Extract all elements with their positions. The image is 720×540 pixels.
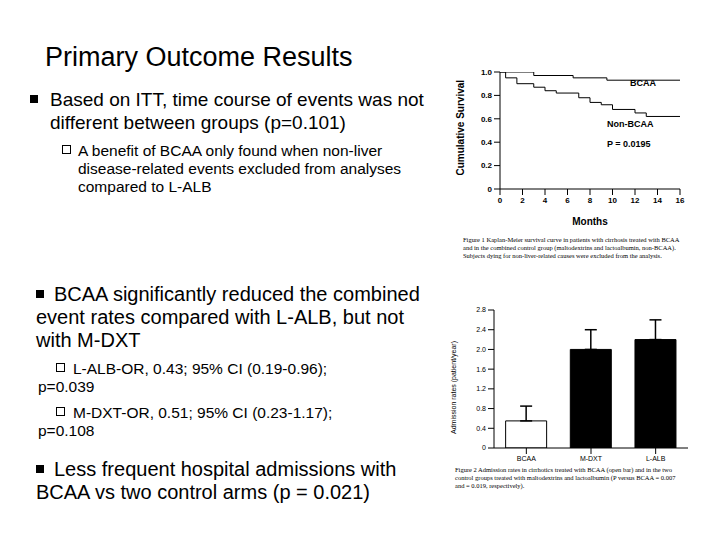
svg-text:0.8: 0.8 <box>481 91 493 100</box>
svg-text:M-DXT: M-DXT <box>580 455 603 462</box>
html-text:A benefit of BCAA only found w: A benefit of BCAA only found when non-li… <box>78 142 402 195</box>
svg-text:0: 0 <box>488 185 493 194</box>
html-text:Non-BCAA: Non-BCAA <box>607 119 654 129</box>
svg-text:10: 10 <box>608 196 617 205</box>
svg-text:16: 16 <box>676 196 685 205</box>
svg-text:0: 0 <box>498 196 503 205</box>
html-text:Based on ITT, time course of e: Based on ITT, time course of events was … <box>50 89 424 133</box>
svg-text:Admission rates (patient/year): Admission rates (patient/year) <box>450 341 458 434</box>
svg-text:Cumulative Survival: Cumulative Survival <box>455 80 466 176</box>
html-text:M-DXT-OR, 0.51; 95% CI (0.23-1: M-DXT-OR, 0.51; 95% CI (0.23-1.17); p=0.… <box>38 404 333 439</box>
svg-text:BCAA: BCAA <box>517 455 536 462</box>
svg-text:1.2: 1.2 <box>476 385 486 392</box>
svg-text:8: 8 <box>588 196 593 205</box>
svg-text:12: 12 <box>631 196 640 205</box>
svg-text:Months: Months <box>572 216 608 227</box>
svg-text:0.4: 0.4 <box>481 138 493 147</box>
html-text:Primary Outcome Results: Primary Outcome Results <box>45 42 353 72</box>
svg-text:1.6: 1.6 <box>476 366 486 373</box>
svg-text:0.4: 0.4 <box>476 425 486 432</box>
svg-text:L-ALB: L-ALB <box>646 455 666 462</box>
svg-text:0.8: 0.8 <box>476 405 486 412</box>
svg-text:2: 2 <box>520 196 525 205</box>
html-text:L-ALB-OR, 0.43; 95% CI (0.19-0: L-ALB-OR, 0.43; 95% CI (0.19-0.96); p=0.… <box>38 360 328 395</box>
svg-text:4: 4 <box>543 196 548 205</box>
svg-text:0: 0 <box>482 444 486 451</box>
svg-text:2.0: 2.0 <box>476 346 486 353</box>
svg-text:14: 14 <box>653 196 662 205</box>
svg-text:2.8: 2.8 <box>476 306 486 313</box>
svg-text:1.0: 1.0 <box>481 68 493 77</box>
svg-text:0.2: 0.2 <box>481 161 493 170</box>
svg-text:0.6: 0.6 <box>481 115 493 124</box>
html-text:Figure 2 Admission rates in ci: Figure 2 Admission rates in cirrhotics t… <box>455 466 676 489</box>
html-text:P = 0.0195: P = 0.0195 <box>607 139 651 149</box>
html-text:Less frequent hospital admissi: Less frequent hospital admissions with B… <box>36 458 397 503</box>
html-text:BCAA significantly reduced the: BCAA significantly reduced the combined … <box>36 283 420 351</box>
svg-text:2.4: 2.4 <box>476 326 486 333</box>
html-text:BCAA: BCAA <box>630 78 656 88</box>
html-text:Figure 1 Kaplan-Meier survival: Figure 1 Kaplan-Meier survival curve in … <box>463 236 680 259</box>
svg-text:6: 6 <box>565 196 570 205</box>
